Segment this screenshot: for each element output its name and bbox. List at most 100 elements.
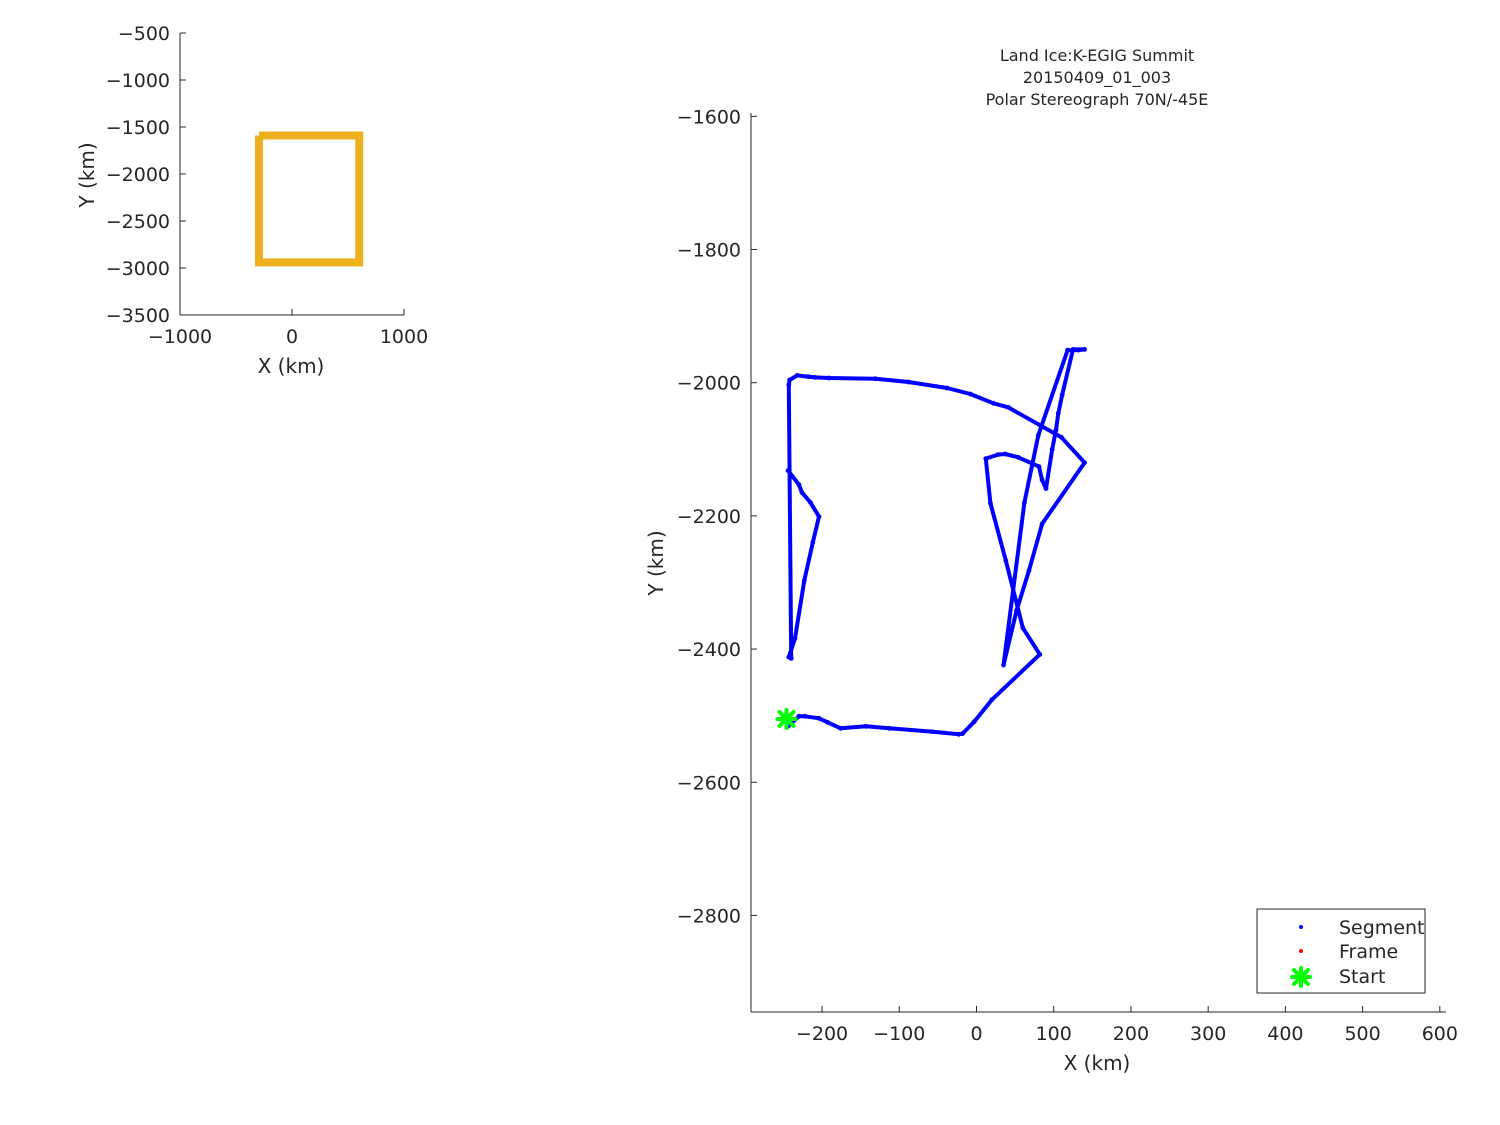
segment-point [995, 452, 1001, 457]
segment-point [1002, 451, 1008, 457]
segment-point [1065, 347, 1070, 353]
segment-point [1022, 500, 1027, 505]
segment-point [1037, 652, 1043, 657]
segment-point [1043, 486, 1049, 491]
main-x-tick-label: 600 [1422, 1023, 1458, 1045]
segment-point [796, 482, 802, 487]
segment-point [1082, 347, 1087, 352]
segment-point [816, 715, 822, 721]
segment-point [1020, 625, 1026, 631]
segment-point [1082, 460, 1087, 465]
main-y-tick-label: −2600 [677, 772, 741, 794]
chart-title-line-2: 20150409_01_003 [1023, 68, 1171, 88]
main-x-tick-label: 400 [1267, 1023, 1303, 1045]
overview-y-tick-label: −2500 [106, 211, 170, 233]
overview-y-axis-label: Y (km) [75, 142, 99, 208]
segment-point [816, 514, 822, 519]
segment-point [1026, 568, 1032, 573]
segment-point [967, 391, 973, 397]
overview-x-tick-label: 1000 [380, 326, 428, 348]
segment-point [838, 725, 843, 731]
segment-point [971, 719, 977, 725]
segment-point [1039, 521, 1045, 527]
segment-point [802, 713, 808, 719]
segment-point [810, 540, 816, 545]
legend-start-marker [1290, 966, 1312, 988]
segment-point [1059, 434, 1064, 440]
segment-point [786, 654, 792, 660]
segment-point [960, 731, 965, 736]
chart-title-line-1: Land Ice:K-EGIG Summit [1000, 46, 1194, 65]
segment-point [1005, 404, 1011, 410]
segment-point [1015, 454, 1021, 460]
main-x-tick-label: 500 [1344, 1023, 1380, 1045]
segment-point [906, 379, 911, 385]
segment-point [1070, 347, 1076, 352]
segment-point [825, 719, 830, 725]
segment-point [1001, 662, 1006, 668]
segment-point [805, 374, 811, 380]
segment-point [1055, 410, 1061, 416]
segment-point [1076, 347, 1081, 353]
legend-label-frame: Frame [1339, 941, 1398, 963]
overview-y-tick-label: −1500 [106, 117, 170, 139]
segment-point [863, 723, 869, 729]
main-x-tick-label: 0 [970, 1023, 982, 1045]
segment-point [1053, 427, 1059, 433]
segment-point [801, 578, 807, 583]
chart-title-line-3: Polar Stereograph 70N/-45E [986, 90, 1209, 109]
overview-x-tick-label: −1000 [148, 326, 212, 348]
segment-point [989, 697, 995, 703]
overview-x-axis-label: X (km) [258, 354, 325, 378]
main-y-tick-label: −2000 [677, 373, 741, 395]
main-x-tick-label: 200 [1113, 1023, 1149, 1045]
main-x-axis-label: X (km) [1064, 1051, 1131, 1075]
segment-point [796, 713, 802, 719]
segment-track-line [786, 347, 1087, 737]
main-x-tick-label: −100 [873, 1023, 925, 1045]
segment-point [1003, 558, 1009, 563]
segment-point [956, 731, 962, 737]
segment-point [808, 500, 813, 505]
main-y-tick-label: −2800 [677, 905, 741, 927]
overview-y-tick-label: −3000 [106, 258, 170, 280]
overview-track-outline [255, 131, 364, 267]
segment-point [787, 377, 792, 383]
segment-point [988, 500, 993, 506]
segment-point [1039, 477, 1045, 483]
segment-point [991, 400, 996, 406]
overview-y-tick-label: −500 [118, 23, 170, 45]
segment-point [794, 373, 800, 378]
overview-plot-area [255, 131, 364, 267]
segment-point [886, 725, 892, 731]
segment-point [792, 636, 798, 641]
segment-point [944, 385, 950, 391]
segment-point [872, 376, 878, 382]
segment-point [1036, 464, 1042, 469]
chart-legend: Segment Frame Start [1256, 908, 1426, 994]
flight-track-axes: Land Ice:K-EGIG Summit 20150409_01_003 P… [644, 46, 1458, 1075]
segment-point [786, 382, 792, 388]
overview-y-ticks: −3500 −3000 −2500 −2000 −1500 −1000 −500 [106, 23, 186, 327]
main-y-axis-label: Y (km) [644, 530, 668, 596]
overview-y-tick-label: −3500 [106, 305, 170, 327]
main-y-ticks: −2800 −2600 −2400 −2200 −2000 −1800 −1600 [677, 106, 757, 927]
segment-point [1014, 608, 1019, 613]
main-x-tick-label: 100 [1036, 1023, 1072, 1045]
segment-point [799, 490, 805, 495]
segment-point [1035, 432, 1041, 438]
main-y-tick-label: −2200 [677, 506, 741, 528]
segment-point [929, 729, 935, 734]
main-x-ticks: −200 −100 0 100 200 300 400 500 600 [796, 1006, 1458, 1045]
segment-point [1059, 392, 1065, 398]
overview-x-ticks: −1000 0 1000 [148, 309, 428, 348]
start-marker [775, 707, 798, 730]
overview-map-axes: −3500 −3000 −2500 −2000 −1500 −1000 −500 −1000… [75, 23, 428, 378]
legend-box [1256, 908, 1426, 994]
main-y-tick-label: −1800 [677, 240, 741, 262]
main-x-tick-label: 300 [1190, 1023, 1226, 1045]
main-y-tick-label: −1600 [677, 106, 741, 128]
segment-point [785, 468, 791, 473]
legend-label-start: Start [1339, 966, 1385, 988]
